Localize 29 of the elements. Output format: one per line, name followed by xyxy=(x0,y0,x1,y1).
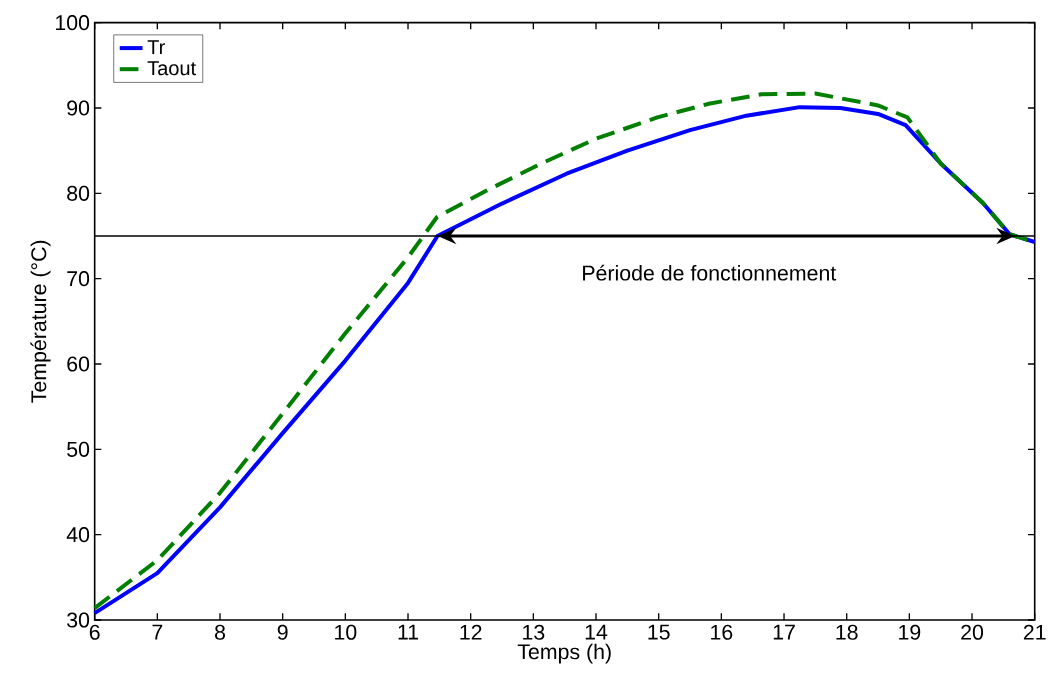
y-tick-label: 30 xyxy=(67,612,90,628)
y-tick-label: 80 xyxy=(67,185,90,202)
x-tick-label: 8 xyxy=(214,624,226,640)
x-tick-label: 11 xyxy=(398,624,419,640)
x-tick-label: 7 xyxy=(152,624,163,640)
annotation: Période de fonctionnement xyxy=(583,264,837,281)
x-tick-label: 16 xyxy=(711,624,733,640)
x-tick-label: 20 xyxy=(961,624,984,640)
y-tick-label: 90 xyxy=(67,100,90,116)
x-tick-label: 17 xyxy=(773,624,795,640)
y-tick-label: 50 xyxy=(67,441,90,458)
x-tick-label: 15 xyxy=(648,624,670,640)
x-axis-title: Temps (h) xyxy=(517,643,611,664)
x-tick-label: 19 xyxy=(899,624,921,640)
legend-label: Tr xyxy=(147,40,165,55)
x-tick-label: 10 xyxy=(335,624,357,640)
x-tick-label: 14 xyxy=(585,624,608,640)
x-tick-label: 6 xyxy=(89,624,100,640)
x-tick-label: 9 xyxy=(277,624,288,640)
legend-label: Taout xyxy=(147,61,196,76)
y-axis-title: Température (°C) xyxy=(30,240,51,403)
y-tick-label: 100 xyxy=(56,15,90,31)
x-tick-label: 12 xyxy=(460,624,482,640)
x-tick-label: 13 xyxy=(523,624,545,640)
y-tick-label: 40 xyxy=(66,527,90,543)
x-tick-label: 18 xyxy=(836,624,858,640)
y-tick-label: 70 xyxy=(67,271,90,287)
y-tick-label: 60 xyxy=(67,356,90,372)
x-tick-label: 21 xyxy=(1023,624,1046,640)
